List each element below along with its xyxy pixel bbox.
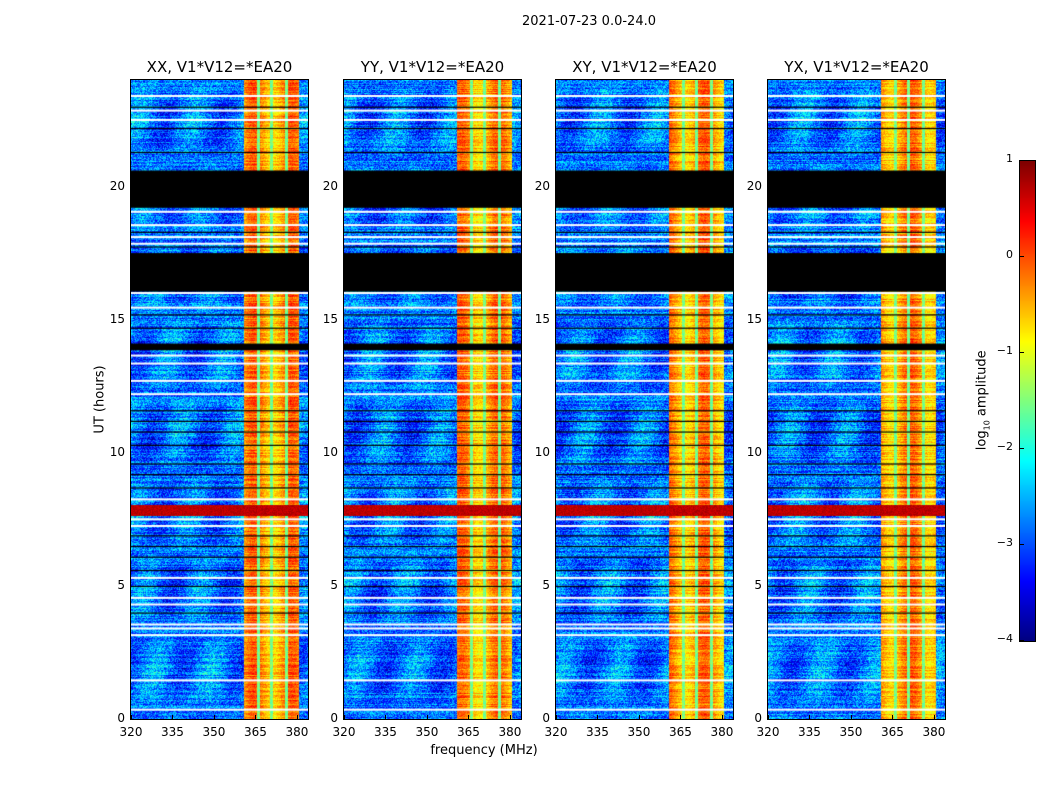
x-tick-label: 320 [544, 725, 568, 739]
x-tick-mark [255, 715, 257, 719]
x-tick-mark [721, 715, 723, 719]
x-tick-mark [344, 715, 345, 719]
colorbar-tick-mark [1020, 544, 1024, 545]
x-tick-mark [213, 715, 215, 719]
y-axis-label: UT (hours) [92, 365, 108, 434]
x-tick-label: 350 [627, 725, 651, 739]
x-tick-label: 320 [332, 725, 356, 739]
colorbar-tick-mark [1020, 256, 1024, 257]
y-tick-label: 5 [542, 577, 550, 592]
x-tick-label: 365 [457, 725, 480, 739]
y-tick-label: 10 [534, 444, 550, 459]
x-tick-label: 320 [119, 725, 143, 739]
x-tick-mark [809, 715, 811, 719]
x-tick-label: 365 [881, 725, 904, 739]
x-tick-label: 365 [669, 725, 692, 739]
colorbar-tick-label: −4 [996, 632, 1013, 645]
y-tick-label: 15 [109, 311, 125, 326]
x-tick-mark [892, 715, 894, 719]
panel-title: XY, V1*V12=*EA20 [572, 58, 717, 76]
x-tick-label: 335 [374, 725, 397, 739]
x-tick-label: 320 [756, 725, 780, 739]
x-tick-mark [468, 715, 470, 719]
heatmap-image [131, 80, 308, 719]
y-tick-label: 0 [754, 711, 762, 725]
y-tick-label: 0 [330, 711, 338, 725]
x-tick-mark [638, 715, 640, 719]
y-tick-label: 10 [109, 444, 125, 459]
x-tick-label: 350 [415, 725, 439, 739]
y-tick-label: 20 [109, 178, 125, 193]
heatmap-image [768, 80, 945, 719]
x-tick-label: 335 [161, 725, 184, 739]
colorbar-tick-label: 1 [1006, 152, 1013, 165]
y-tick-label: 20 [534, 178, 550, 193]
x-tick-mark [296, 715, 298, 719]
colorbar-tick-label: −1 [996, 344, 1013, 357]
colorbar-tick-mark [1020, 640, 1024, 641]
colorbar [1019, 160, 1036, 642]
x-tick-mark [556, 715, 557, 719]
x-tick-label: 350 [839, 725, 863, 739]
x-tick-label: 350 [202, 725, 226, 739]
colorbar-tick-label: −3 [996, 536, 1013, 549]
y-tick-label: 15 [746, 311, 762, 326]
x-tick-mark [385, 715, 387, 719]
y-tick-label: 20 [746, 178, 762, 193]
y-tick-label: 0 [117, 711, 125, 725]
x-tick-mark [426, 715, 428, 719]
x-tick-label: 335 [586, 725, 609, 739]
x-tick-mark [933, 715, 935, 719]
heatmap-panel [555, 79, 734, 720]
x-tick-label: 365 [244, 725, 267, 739]
y-tick-label: 5 [117, 577, 125, 592]
x-tick-mark [768, 715, 769, 719]
panel-title: YY, V1*V12=*EA20 [360, 58, 505, 76]
heatmap-image [344, 80, 521, 719]
colorbar-label-rest: amplitude [974, 350, 990, 421]
y-tick-label: 5 [330, 577, 338, 592]
colorbar-tick-label: 0 [1006, 248, 1013, 261]
x-tick-label: 380 [498, 725, 522, 739]
figure-title: 2021-07-23 0.0-24.0 [522, 14, 656, 29]
x-tick-mark [850, 715, 852, 719]
x-tick-mark [509, 715, 511, 719]
x-tick-mark [597, 715, 599, 719]
y-tick-label: 5 [754, 577, 762, 592]
x-tick-label: 380 [710, 725, 734, 739]
x-tick-label: 380 [922, 725, 946, 739]
colorbar-tick-mark [1020, 352, 1024, 353]
x-tick-mark [131, 715, 132, 719]
y-tick-label: 10 [746, 444, 762, 459]
colorbar-tick-label: −2 [996, 440, 1013, 453]
y-tick-label: 15 [534, 311, 550, 326]
y-tick-label: 15 [322, 311, 338, 326]
heatmap-panel [130, 79, 309, 720]
colorbar-label-sub: 10 [982, 420, 992, 431]
y-tick-label: 0 [542, 711, 550, 725]
y-tick-label: 10 [322, 444, 338, 459]
heatmap-image [556, 80, 733, 719]
x-tick-label: 335 [798, 725, 821, 739]
colorbar-tick-mark [1020, 160, 1024, 161]
x-tick-mark [172, 715, 174, 719]
x-tick-label: 380 [285, 725, 309, 739]
panel-title: YX, V1*V12=*EA20 [784, 58, 929, 76]
y-tick-label: 20 [322, 178, 338, 193]
heatmap-panel [767, 79, 946, 720]
colorbar-tick-mark [1020, 448, 1024, 449]
panel-title: XX, V1*V12=*EA20 [146, 58, 293, 76]
heatmap-panel [343, 79, 522, 720]
x-tick-mark [680, 715, 682, 719]
x-axis-label: frequency (MHz) [430, 743, 538, 758]
